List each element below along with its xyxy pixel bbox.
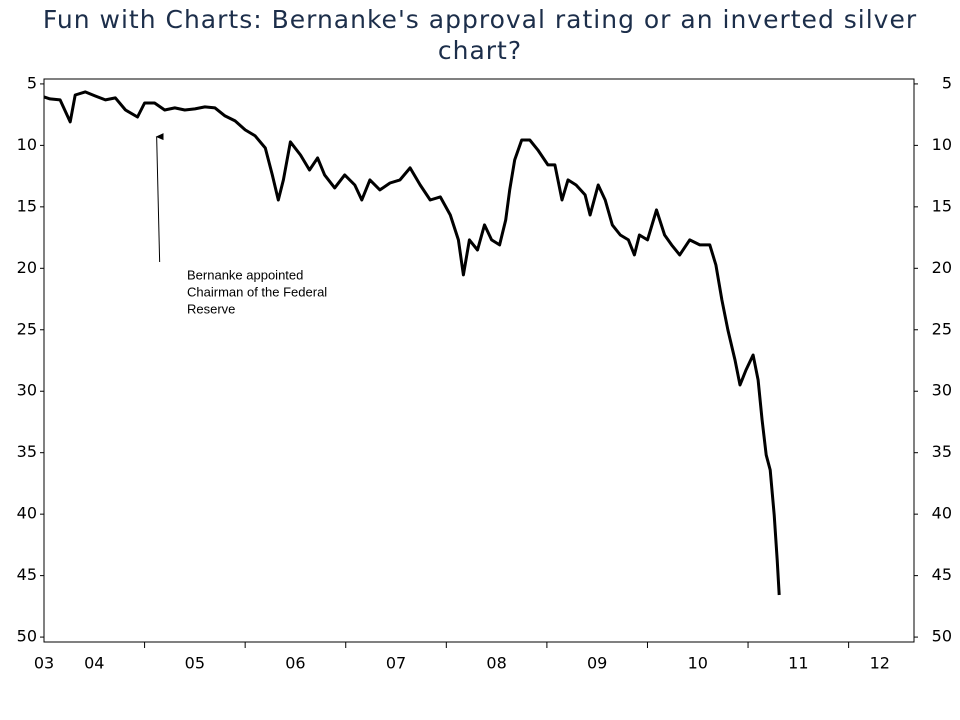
- y-tick-label: 20: [17, 258, 37, 277]
- x-tick-label: 09: [587, 654, 607, 673]
- x-tick-label: 11: [788, 654, 808, 673]
- y-tick-label: 50: [17, 627, 37, 646]
- y2-tick-label: 40: [932, 504, 952, 523]
- x-tick-label: 05: [185, 654, 205, 673]
- y2-tick-label: 25: [932, 319, 952, 338]
- x-tick-label: 10: [688, 654, 708, 673]
- y2-tick-label: 5: [942, 73, 952, 92]
- y2-tick-label: 30: [932, 381, 952, 400]
- x-tick-label: 04: [84, 654, 104, 673]
- x-tick-label: 12: [870, 654, 890, 673]
- annotation-text: Bernanke appointed: [187, 267, 303, 282]
- y2-tick-label: 15: [932, 196, 952, 215]
- chart-title: Fun with Charts: Bernanke's approval rat…: [42, 5, 918, 65]
- x-tick-label: 03: [34, 654, 54, 673]
- plot-frame: [43, 78, 915, 643]
- y-tick-label: 40: [17, 504, 37, 523]
- annotation-text: Chairman of the Federal: [187, 284, 327, 299]
- y-tick-label: 35: [17, 442, 37, 461]
- y-tick-label: 5: [27, 73, 37, 92]
- y2-tick-label: 50: [932, 627, 952, 646]
- annotation-text: Reserve: [187, 301, 235, 316]
- y2-tick-label: 20: [932, 258, 952, 277]
- annotation-arrow: [157, 137, 160, 263]
- y-tick-label: 45: [17, 565, 37, 584]
- title-box: Fun with Charts: Bernanke's approval rat…: [0, 4, 960, 66]
- y2-tick-label: 10: [932, 135, 952, 154]
- y2-tick-label: 45: [932, 565, 952, 584]
- line-series: [43, 90, 781, 596]
- y-tick-label: 15: [17, 196, 37, 215]
- y2-tick-label: 35: [932, 442, 952, 461]
- y-tick-label: 10: [17, 135, 37, 154]
- x-tick-label: 08: [486, 654, 506, 673]
- x-tick-label: 06: [285, 654, 305, 673]
- y-tick-label: 30: [17, 381, 37, 400]
- x-tick-label: 07: [386, 654, 406, 673]
- y-tick-label: 25: [17, 319, 37, 338]
